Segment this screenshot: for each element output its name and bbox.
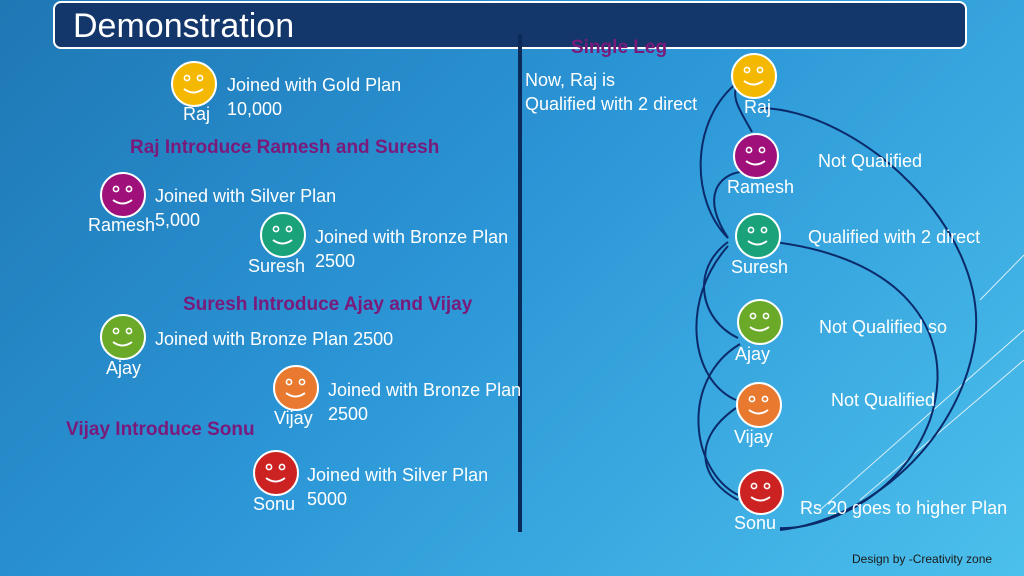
ajay-leg-smiley-icon (737, 299, 783, 345)
heading-raj-introduce: Raj Introduce Ramesh and Suresh (130, 137, 440, 158)
vijay-plan-amount: 2500 (328, 404, 369, 424)
heading-vijay-introduce: Vijay Introduce Sonu (66, 419, 255, 440)
sonu-name: Sonu (253, 494, 296, 514)
ajay-leg-status: Not Qualified so (819, 317, 948, 337)
vijay-leg-smiley-icon (736, 382, 782, 428)
vijay-plan-text: Joined with Bronze Plan (328, 380, 522, 400)
sonu-plan-text: Joined with Silver Plan (307, 465, 489, 485)
raj-leg-smiley-icon (731, 53, 777, 99)
ramesh-smiley-icon (100, 172, 146, 218)
suresh-leg-name: Suresh (731, 257, 789, 277)
ajay-leg-name: Ajay (735, 344, 771, 364)
heading-single-leg: Single Leg (571, 37, 668, 58)
sonu-smiley-icon (253, 450, 299, 496)
heading-suresh-introduce: Suresh Introduce Ajay and Vijay (183, 294, 473, 315)
ajay-smiley-icon (100, 314, 146, 360)
suresh-smiley-icon (260, 212, 306, 258)
vijay-leg-name: Vijay (734, 427, 773, 447)
suresh-leg-smiley-icon (735, 213, 781, 259)
raj-leg-name: Raj (744, 97, 772, 117)
sonu-leg-name: Sonu (734, 513, 777, 533)
raj-plan-text: Joined with Gold Plan (227, 75, 402, 95)
ajay-plan-text: Joined with Bronze Plan 2500 (155, 329, 394, 349)
ramesh-plan-text: Joined with Silver Plan (155, 186, 337, 206)
raj-qualified-note-line1: Now, Raj is (525, 70, 616, 90)
vijay-smiley-icon (273, 365, 319, 411)
vertical-divider (518, 34, 522, 532)
suresh-plan-amount: 2500 (315, 251, 356, 271)
ramesh-leg-smiley-icon (733, 133, 779, 179)
ramesh-name: Ramesh (88, 215, 156, 235)
suresh-plan-text: Joined with Bronze Plan (315, 227, 509, 247)
raj-smiley-icon (171, 61, 217, 107)
ajay-name: Ajay (106, 358, 142, 378)
ramesh-leg-status: Not Qualified (818, 151, 923, 171)
footer-credit: Design by -Creativity zone (852, 552, 993, 566)
vijay-leg-status: Not Qualified (831, 390, 936, 410)
raj-name: Raj (183, 104, 211, 124)
suresh-name: Suresh (248, 256, 306, 276)
raj-plan-amount: 10,000 (227, 99, 283, 119)
ramesh-plan-amount: 5,000 (155, 210, 201, 230)
sonu-leg-smiley-icon (738, 469, 784, 515)
sonu-leg-status: Rs 20 goes to higher Plan (800, 498, 1008, 518)
raj-qualified-note-line2: Qualified with 2 direct (525, 94, 698, 114)
suresh-leg-status: Qualified with 2 direct (808, 227, 981, 247)
title-bar: Demonstration (53, 1, 967, 49)
sonu-plan-amount: 5000 (307, 489, 348, 509)
page-title: Demonstration (73, 7, 295, 45)
vijay-name: Vijay (274, 408, 313, 428)
ramesh-leg-name: Ramesh (727, 177, 795, 197)
